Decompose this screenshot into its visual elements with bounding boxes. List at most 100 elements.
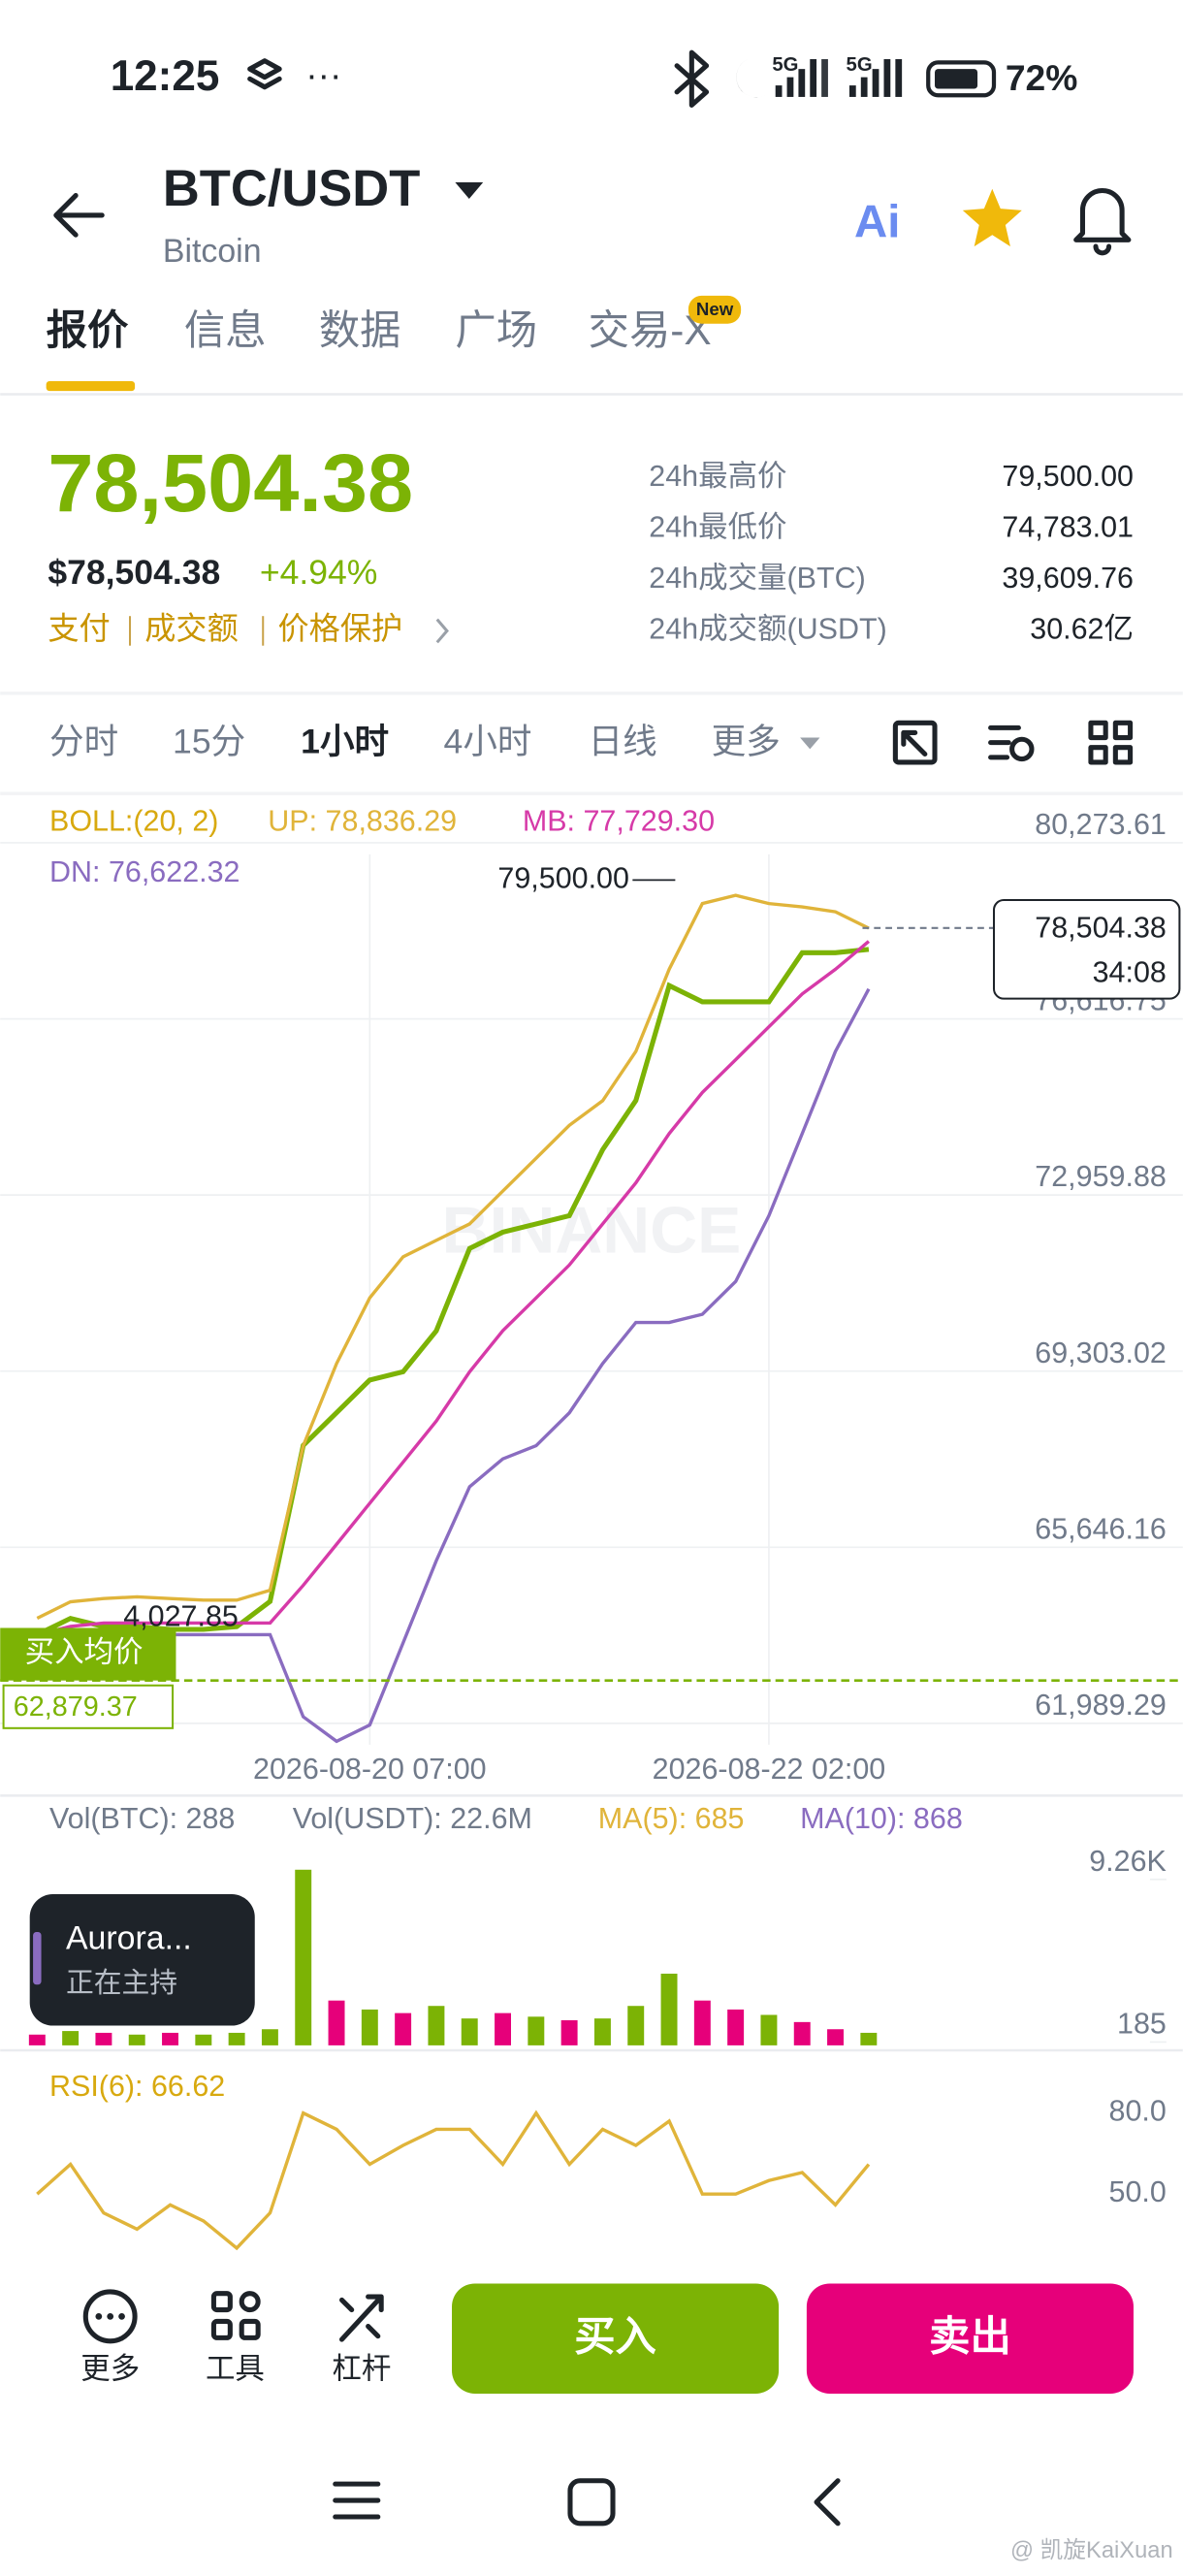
volume-bar [428, 2006, 445, 2045]
interval[interactable]: 更多 [712, 723, 781, 761]
interval[interactable]: 4小时 [444, 723, 532, 761]
network-label: 5G [772, 54, 798, 76]
volume-bar [395, 2012, 412, 2045]
chevron [435, 618, 449, 644]
stat-value: 74,783.01 [1002, 510, 1134, 543]
tool-icon [1088, 720, 1108, 741]
tool-icon [1009, 736, 1035, 762]
interval[interactable]: 分时 [49, 723, 118, 761]
volume-bar [627, 2006, 645, 2045]
ticker-link[interactable]: 成交额 [144, 611, 239, 646]
volume-bar [261, 2029, 278, 2045]
volume-bar [62, 2031, 80, 2045]
more-icon [95, 2312, 125, 2320]
stat-label: 24h成交量(BTC) [649, 562, 865, 595]
pair-title[interactable]: BTC/USDT [163, 160, 420, 217]
series-line [36, 893, 870, 1620]
tool-label[interactable]: 工具 [206, 2352, 265, 2385]
nav-back[interactable] [814, 2478, 841, 2527]
interval[interactable]: 1小时 [301, 723, 389, 761]
usd-price: $78,504.38 [48, 553, 220, 592]
nav-home[interactable] [567, 2478, 616, 2527]
chart-tool[interactable] [1088, 720, 1134, 765]
status-time: 12:25 [111, 52, 220, 100]
volume-bar [593, 2018, 611, 2045]
position-label: 买入均价 [25, 1636, 144, 1669]
tab[interactable]: 数据 [319, 307, 401, 353]
position-pnl: 4,027.85 [123, 1599, 239, 1632]
volume-bar [660, 1973, 678, 2045]
interval[interactable]: 15分 [173, 723, 245, 761]
interval[interactable]: 日线 [589, 723, 657, 761]
volume-bar [528, 2016, 545, 2045]
legend-entry: UP: 78,836.29 [268, 805, 457, 838]
battery-text: 72% [1006, 57, 1078, 98]
alert-button[interactable] [1073, 188, 1132, 256]
watermark: @ 凯旋KaiXuan [1010, 2537, 1173, 2563]
price-box [992, 898, 1181, 1000]
tool-icon [1112, 720, 1134, 741]
countdown: 34:08 [1093, 955, 1167, 988]
charts: 80,273.6176,616.7572,959.8869,303.0265,6… [0, 805, 1183, 2251]
nav-menu[interactable] [333, 2481, 381, 2520]
last-price: 78,504.38 [48, 436, 413, 529]
volume-bar [361, 2009, 378, 2045]
price-change: +4.94% [260, 553, 378, 592]
favorite-button[interactable] [962, 188, 1022, 247]
tab[interactable]: 广场 [455, 307, 537, 353]
volume-bar [295, 1869, 312, 2045]
position-tag[interactable] [0, 1627, 176, 1681]
leverage-icon [338, 2294, 384, 2342]
status-dots: ··· [305, 53, 341, 94]
volume-bar [128, 2034, 145, 2045]
y-tick-label: 80.0 [1109, 2094, 1167, 2127]
tab[interactable]: 报价 [47, 307, 129, 353]
y-tick-label: 80,273.61 [1035, 808, 1167, 841]
signal-icon [848, 58, 903, 97]
volume-bar [228, 2032, 245, 2045]
x-tick-label: 2026-08-22 02:00 [653, 1753, 886, 1786]
stat-value: 79,500.00 [1002, 460, 1134, 493]
y-tick-label: 61,989.29 [1035, 1689, 1167, 1722]
more-icon [82, 2289, 138, 2344]
tool-icon [988, 724, 1021, 760]
stats: 24h最高价 79,500.00 24h最低价 74,783.01 24h成交量(BTC… [649, 460, 1134, 646]
live-title: Aurora... [66, 1919, 192, 1956]
sell-button[interactable] [806, 2283, 1134, 2394]
ticker-link[interactable]: 价格保护 [277, 611, 402, 646]
pair-name: Bitcoin [163, 233, 262, 270]
volume-bar [28, 2034, 46, 2045]
y-tick-label: 72,959.88 [1035, 1160, 1167, 1193]
chart-tool[interactable] [988, 724, 1035, 762]
status-icon [247, 58, 282, 90]
ai-button[interactable]: Ai [854, 197, 900, 248]
back-button[interactable] [53, 193, 105, 238]
tool-icon [892, 720, 938, 765]
y-tick-label: 69,303.02 [1035, 1336, 1167, 1369]
tab-bar: 报价 信息 数据 广场 交易-X [47, 307, 712, 353]
volume-bar [693, 2000, 711, 2045]
indicator-label: BOLL:(20, 2) [49, 805, 218, 838]
volume-bar [328, 2000, 345, 2045]
live-subtitle: 正在主持 [66, 1968, 177, 1999]
battery-level [935, 69, 978, 89]
ticker-link[interactable]: 支付 [48, 611, 110, 646]
tool-label[interactable]: 更多 [80, 2352, 140, 2385]
tool-icon [1112, 745, 1134, 765]
live-overlay[interactable] [29, 1894, 255, 2026]
buy-button[interactable] [452, 2283, 780, 2394]
tool-label[interactable]: 杠杆 [332, 2352, 391, 2385]
volume-bar [760, 2014, 778, 2045]
volume-bar [793, 2021, 811, 2045]
stat-label: 24h最高价 [649, 460, 786, 493]
live-accent [33, 1932, 42, 1985]
more-dropdown[interactable] [800, 737, 820, 750]
tool-labels: 更多 工具 杠杆 [80, 2352, 391, 2385]
chart-watermark: BINANCE [442, 1195, 742, 1268]
volume-bar [195, 2034, 212, 2045]
badge [687, 295, 742, 324]
tab[interactable]: 信息 [184, 307, 267, 353]
pair-dropdown[interactable] [455, 182, 484, 199]
chart-tool[interactable] [892, 720, 938, 765]
legend-entry: Vol(USDT): 22.6M [293, 1802, 532, 1835]
